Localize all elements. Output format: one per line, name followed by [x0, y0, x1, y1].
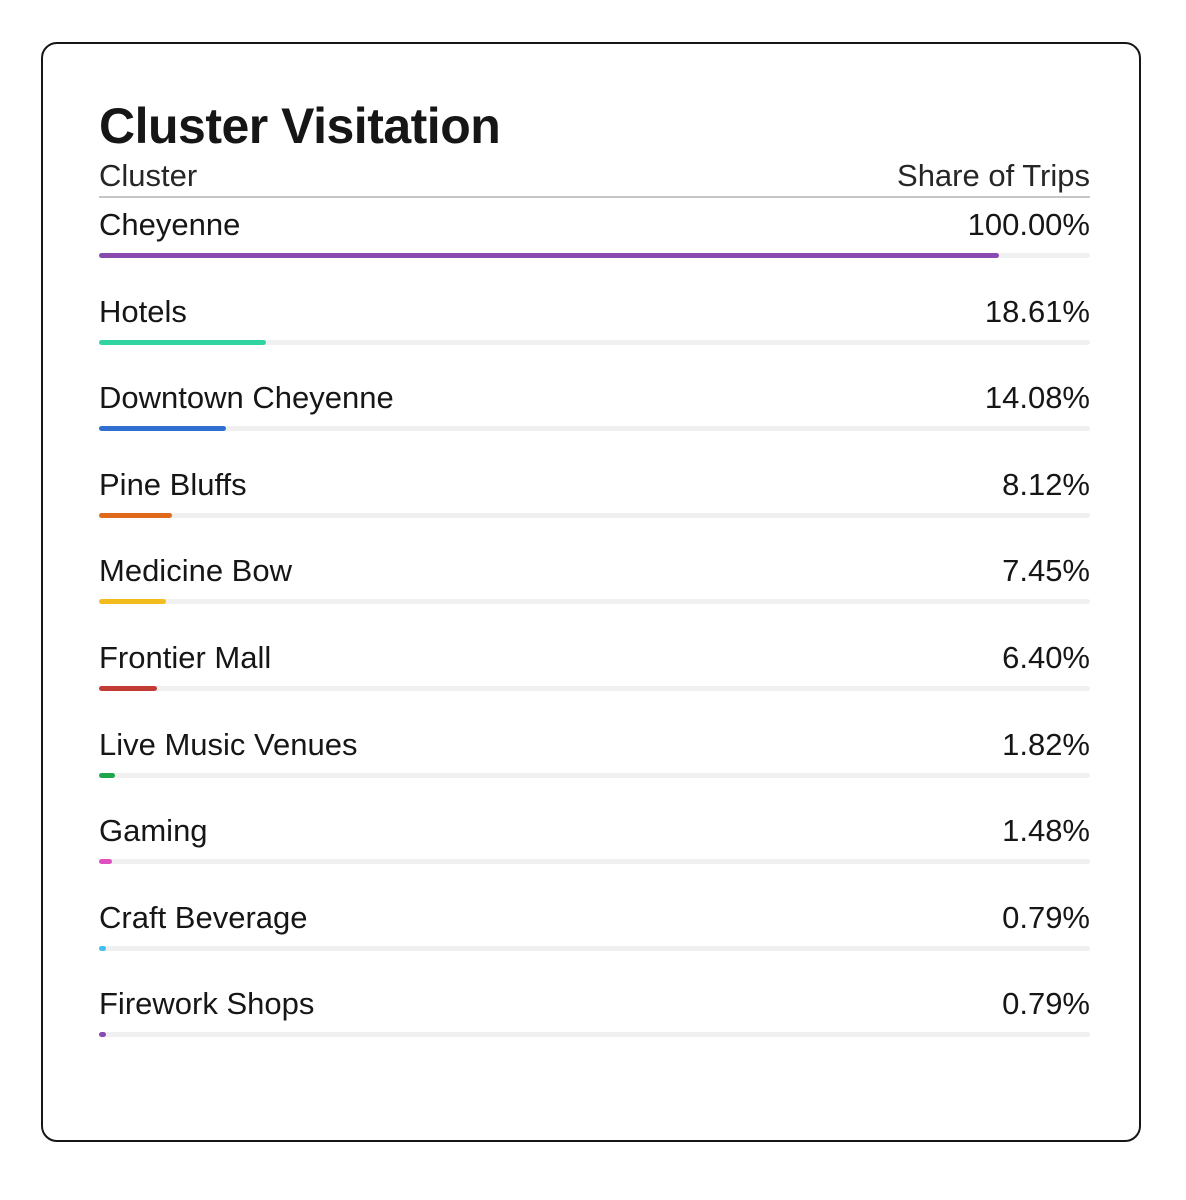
column-header-cluster: Cluster	[99, 158, 198, 193]
bar-value-label: 1.82%	[1002, 726, 1090, 762]
bar	[99, 426, 226, 432]
column-header-share: Share of Trips	[897, 158, 1090, 193]
bar-value-label: 18.61%	[984, 293, 1090, 329]
bar	[99, 772, 116, 778]
bar-track	[99, 339, 1090, 345]
bar-track	[99, 772, 1090, 778]
bar	[99, 339, 267, 345]
bar-value-label: 100.00%	[967, 207, 1090, 242]
bar	[99, 1032, 107, 1038]
bar-value-label: 0.79%	[1002, 899, 1090, 935]
bar	[99, 512, 173, 518]
bar-track	[99, 426, 1090, 432]
bar	[99, 859, 113, 865]
bar-label: Medicine Bow	[99, 553, 292, 589]
chart-card: Cluster Visitation Cluster Share of Trip…	[41, 42, 1141, 1142]
bar-value-label: 0.79%	[1002, 986, 1090, 1022]
bar	[99, 599, 167, 605]
bar-label: Firework Shops	[99, 986, 315, 1022]
bar-row: Downtown Cheyenne 14.08%	[99, 375, 1090, 462]
table-header: Cluster Share of Trips	[99, 158, 1090, 198]
bar-label: Craft Beverage	[99, 899, 308, 935]
bar-list: Cheyenne 100.00% Hotels 18.61% Downtown Chey…	[99, 202, 1090, 1068]
bar-row: Craft Beverage 0.79%	[99, 895, 1090, 982]
bar-track	[99, 599, 1090, 605]
bar-value-label: 7.45%	[1002, 553, 1090, 589]
bar-track	[99, 685, 1090, 691]
bar	[99, 253, 999, 258]
bar-label: Live Music Venues	[99, 726, 358, 762]
bar-label: Downtown Cheyenne	[99, 380, 394, 416]
bar	[99, 945, 107, 951]
bar-row: Medicine Bow 7.45%	[99, 548, 1090, 635]
bar-row: Pine Bluffs 8.12%	[99, 462, 1090, 549]
bar-label: Hotels	[99, 293, 187, 329]
bar-row: Hotels 18.61%	[99, 289, 1090, 376]
bar-row: Live Music Venues 1.82%	[99, 722, 1090, 809]
bar-row: Gaming 1.48%	[99, 808, 1090, 895]
bar-label: Frontier Mall	[99, 639, 272, 675]
chart-title: Cluster Visitation	[99, 98, 501, 154]
bar-track	[99, 253, 1090, 258]
bar-row: Cheyenne 100.00%	[99, 202, 1090, 289]
bar	[99, 685, 157, 691]
bar-value-label: 6.40%	[1002, 639, 1090, 675]
bar-value-label: 1.48%	[1002, 813, 1090, 849]
bar-label: Gaming	[99, 813, 208, 849]
bar-value-label: 8.12%	[1002, 466, 1090, 502]
bar-label: Cheyenne	[99, 207, 241, 242]
bar-value-label: 14.08%	[984, 380, 1090, 416]
bar-track	[99, 945, 1090, 951]
bar-label: Pine Bluffs	[99, 466, 247, 502]
bar-track	[99, 1032, 1090, 1038]
bar-row: Frontier Mall 6.40%	[99, 635, 1090, 722]
bar-track	[99, 859, 1090, 865]
bar-row: Firework Shops 0.79%	[99, 981, 1090, 1068]
bar-track	[99, 512, 1090, 518]
